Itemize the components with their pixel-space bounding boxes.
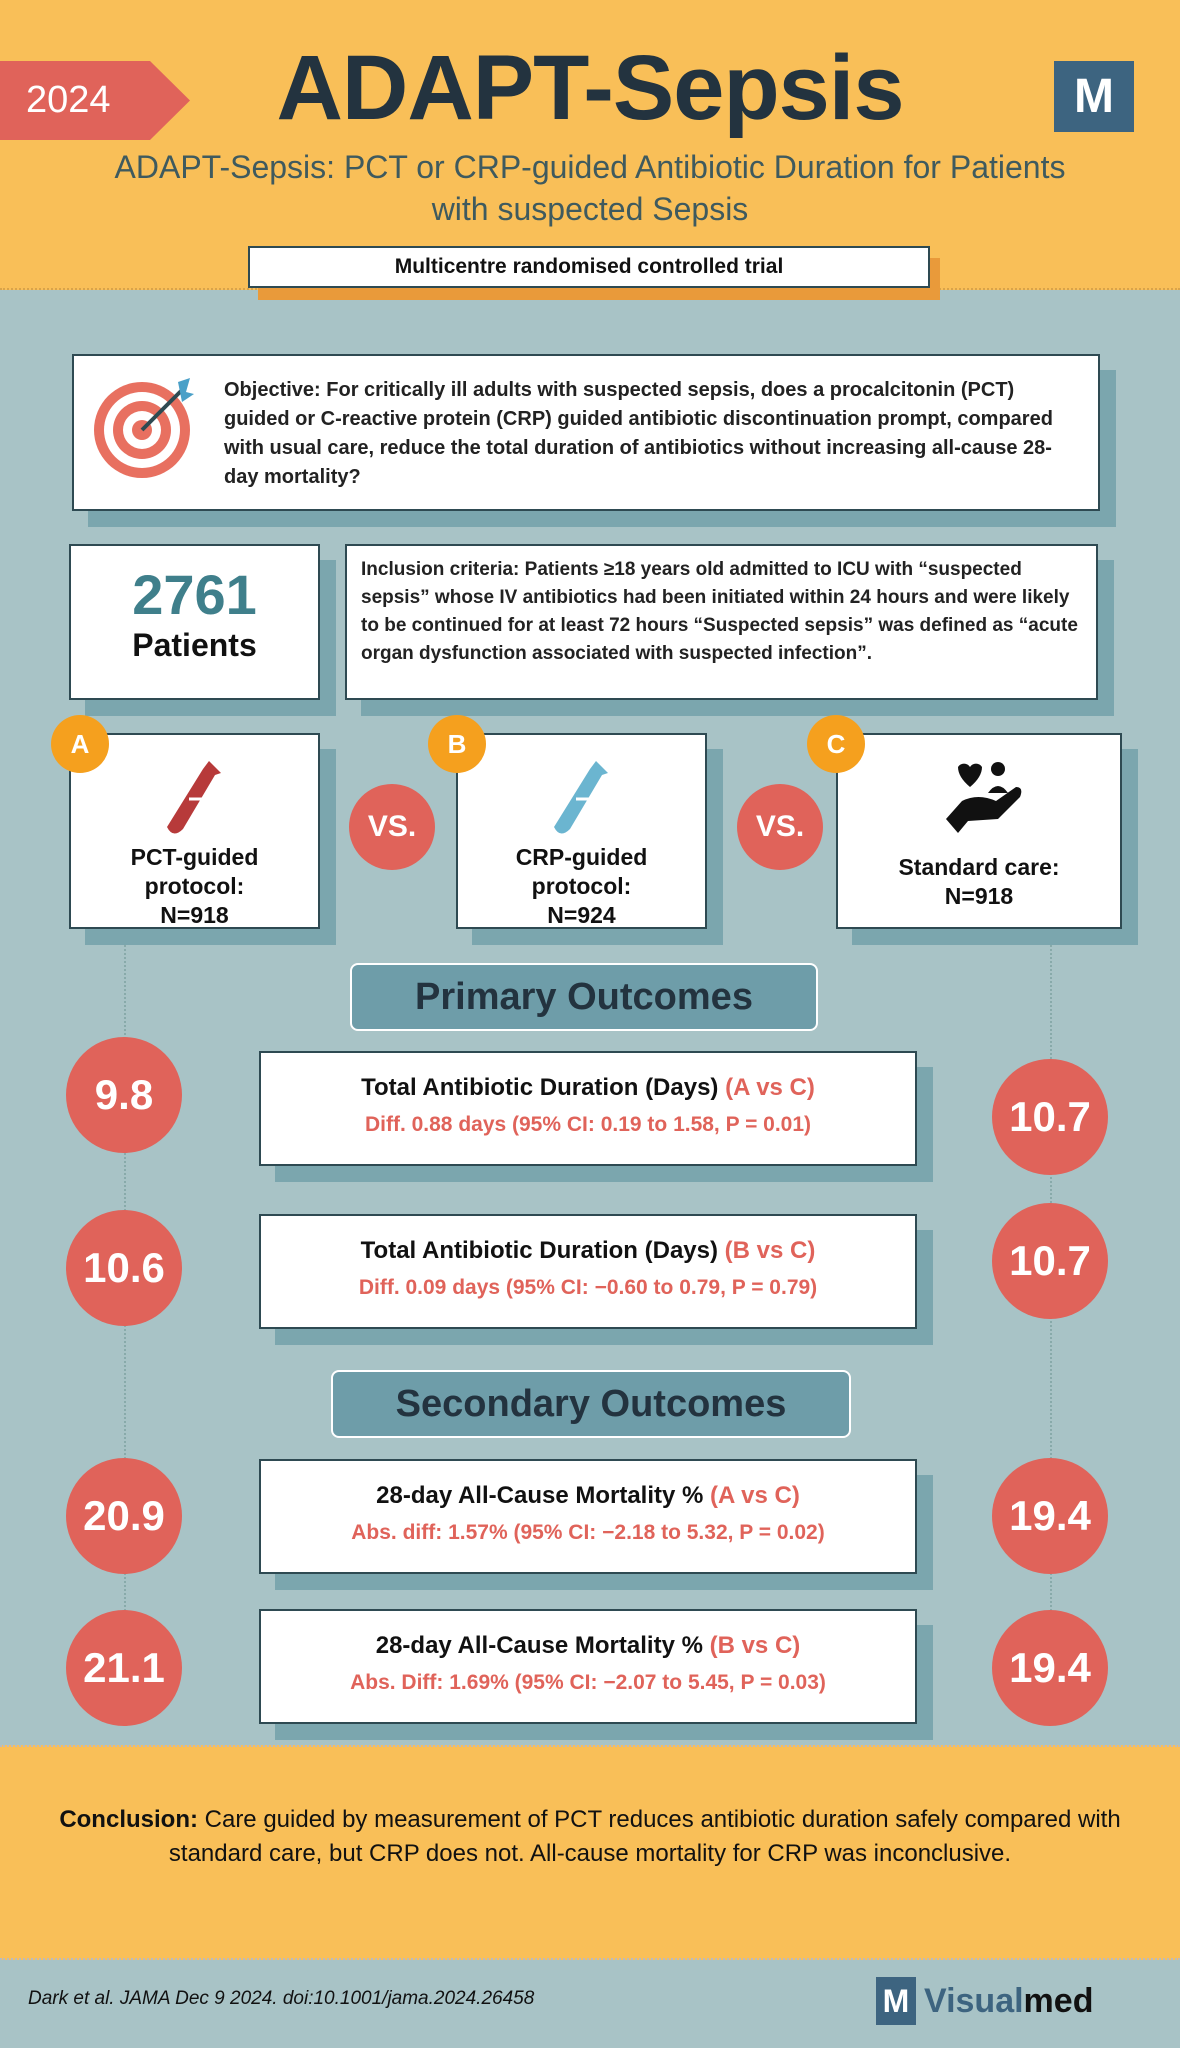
logo: M <box>1054 61 1134 132</box>
arm-badge-a: A <box>51 715 109 773</box>
inclusion-text: Patients ≥18 years old admitted to ICU w… <box>361 559 1078 664</box>
value-circle: 21.1 <box>66 1610 182 1726</box>
arm-label: CRP-guided <box>515 844 648 870</box>
value-circle: 20.9 <box>66 1458 182 1574</box>
brand-logo: M Visual med <box>876 1976 1093 2026</box>
outcome-comparison: (A vs C) <box>725 1074 815 1101</box>
outcome-title: Total Antibiotic Duration (Days) <box>360 1237 718 1264</box>
objective-box: Objective: For critically ill adults wit… <box>72 354 1100 511</box>
patient-count: 2761 <box>132 563 257 626</box>
value-circle: 10.6 <box>66 1210 182 1326</box>
outcome-comparison: (B vs C) <box>709 1632 801 1659</box>
value-circle: 9.8 <box>66 1037 182 1153</box>
arm-n: N=918 <box>944 883 1014 909</box>
brand-part1: Visual <box>924 1981 1024 2020</box>
connector-line <box>1050 929 1052 1719</box>
arm-c-box: Standard care: N=918 <box>836 733 1122 929</box>
conclusion-label: Conclusion: <box>59 1806 198 1833</box>
value-circle: 10.7 <box>992 1059 1108 1175</box>
outcome-box: Total Antibiotic Duration (Days) (B vs C… <box>259 1214 917 1329</box>
arm-badge-c: C <box>807 715 865 773</box>
page-title: ADAPT-Sepsis <box>276 37 904 139</box>
objective-text: For critically ill adults with suspected… <box>224 379 1053 488</box>
outcome-detail: Diff. 0.88 days (95% CI: 0.19 to 1.58, P… <box>364 1113 812 1136</box>
arm-badge-b: B <box>428 715 486 773</box>
arm-label: protocol: <box>531 873 632 899</box>
brand-part2: med <box>1023 1981 1094 2020</box>
value-circle: 19.4 <box>992 1458 1108 1574</box>
conclusion: Conclusion: Care guided by measurement o… <box>0 1745 1180 1960</box>
arm-a-box: PCT-guided protocol: N=918 <box>69 733 320 929</box>
arm-label: PCT-guided <box>130 844 259 870</box>
value-circle: 19.4 <box>992 1610 1108 1726</box>
vs-badge: VS. <box>737 784 823 870</box>
citation: Dark et al. JAMA Dec 9 2024. doi:10.1001… <box>28 1988 535 2009</box>
brand-letter: M <box>876 1977 916 2025</box>
target-icon <box>94 378 194 478</box>
caring-hand-icon <box>946 762 1022 833</box>
primary-outcomes-heading: Primary Outcomes <box>350 963 818 1031</box>
patients-box: 2761 Patients <box>69 544 320 700</box>
outcome-box: 28-day All-Cause Mortality % (A vs C) Ab… <box>259 1459 917 1574</box>
year-tag: 2024 <box>0 61 190 140</box>
value-circle: 10.7 <box>992 1203 1108 1319</box>
objective-label: Objective: <box>224 379 321 401</box>
subtitle: ADAPT-Sepsis: PCT or CRP-guided Antibiot… <box>114 149 1066 227</box>
header <box>0 0 1180 290</box>
outcome-box: 28-day All-Cause Mortality % (B vs C) Ab… <box>259 1609 917 1724</box>
inclusion-label: Inclusion criteria: <box>361 559 520 580</box>
arm-label: protocol: <box>144 873 245 899</box>
inclusion-box: Inclusion criteria: Patients ≥18 years o… <box>345 544 1098 700</box>
conclusion-text: Care guided by measurement of PCT reduce… <box>168 1806 1121 1867</box>
outcome-title: 28-day All-Cause Mortality % <box>376 1482 704 1509</box>
vs-badge: VS. <box>349 784 435 870</box>
arm-label: Standard care: <box>898 854 1060 880</box>
outcome-detail: Abs. diff: 1.57% (95% CI: −2.18 to 5.32,… <box>351 1521 825 1544</box>
outcome-detail: Diff. 0.09 days (95% CI: −0.60 to 0.79, … <box>358 1276 818 1299</box>
arm-n: N=924 <box>547 902 616 928</box>
test-tube-icon <box>554 761 608 834</box>
outcome-detail: Abs. Diff: 1.69% (95% CI: −2.07 to 5.45,… <box>350 1671 826 1694</box>
outcome-comparison: (B vs C) <box>724 1237 816 1264</box>
test-tube-icon <box>167 761 221 834</box>
arm-n: N=918 <box>160 902 229 928</box>
trial-type-box: Multicentre randomised controlled trial <box>248 246 930 288</box>
outcome-comparison: (A vs C) <box>710 1482 800 1509</box>
secondary-outcomes-heading: Secondary Outcomes <box>331 1370 851 1438</box>
outcome-box: Total Antibiotic Duration (Days) (A vs C… <box>259 1051 917 1166</box>
arm-b-box: CRP-guided protocol: N=924 <box>456 733 707 929</box>
patient-label: Patients <box>132 627 257 663</box>
outcome-title: 28-day All-Cause Mortality % <box>375 1632 703 1659</box>
outcome-title: Total Antibiotic Duration (Days) <box>361 1074 719 1101</box>
